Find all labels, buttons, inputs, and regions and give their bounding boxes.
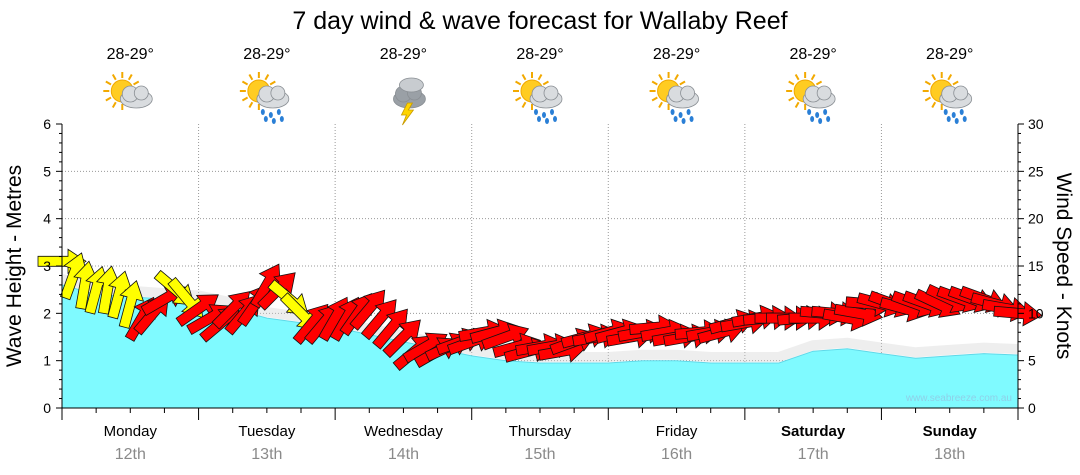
daily-forecast-row: 28-29° 28-29° 28-29° 28-29° 28-29° 28-29° 28-2… bbox=[103, 46, 973, 126]
right-tick-label: 10 bbox=[1028, 305, 1044, 321]
credit-text: www.seabreeze.com.au bbox=[905, 393, 1012, 404]
day-temperature: 28-29° bbox=[789, 46, 836, 63]
thunderstorm-icon bbox=[393, 77, 426, 126]
day-name-label: Saturday bbox=[781, 423, 846, 440]
wind-arrow bbox=[118, 280, 145, 329]
right-axis-ticks: 0 5 10 15 20 25 30 bbox=[1018, 116, 1044, 416]
right-tick-label: 20 bbox=[1028, 211, 1044, 227]
day-temperature: 28-29° bbox=[380, 46, 427, 63]
day-name-label: Sunday bbox=[923, 423, 978, 440]
wind-arrow bbox=[73, 260, 99, 310]
day-name-label: Monday bbox=[104, 423, 158, 440]
left-tick-label: 5 bbox=[43, 163, 51, 179]
left-tick-label: 6 bbox=[43, 116, 51, 132]
left-axis-ticks: 0 1 2 3 4 5 6 bbox=[43, 116, 62, 416]
day-date-label: 17th bbox=[798, 446, 829, 463]
day-name-label: Friday bbox=[656, 423, 698, 440]
left-axis-label: Wave Height - Metres bbox=[3, 165, 26, 367]
day-name-label: Thursday bbox=[509, 423, 572, 440]
partly-cloudy-icon bbox=[103, 72, 153, 110]
x-axis-labels: Monday 12th Tuesday 13th Wednesday 14th Thursd… bbox=[61, 408, 1019, 463]
day-date-label: 13th bbox=[251, 446, 282, 463]
left-tick-label: 4 bbox=[43, 211, 51, 227]
day-name-label: Wednesday bbox=[364, 423, 443, 440]
left-tick-label: 0 bbox=[43, 400, 51, 416]
right-tick-label: 25 bbox=[1028, 163, 1044, 179]
right-tick-label: 5 bbox=[1028, 353, 1036, 369]
day-name-label: Tuesday bbox=[238, 423, 295, 440]
wind-arrow bbox=[349, 289, 386, 331]
partly-cloudy-showers-icon bbox=[513, 72, 563, 124]
day-date-label: 14th bbox=[388, 446, 419, 463]
day-date-label: 15th bbox=[524, 446, 555, 463]
chart-title: 7 day wind & wave forecast for Wallaby R… bbox=[292, 7, 787, 35]
day-temperature: 28-29° bbox=[243, 46, 290, 63]
left-tick-label: 3 bbox=[43, 258, 51, 274]
day-date-label: 12th bbox=[115, 446, 146, 463]
day-temperature: 28-29° bbox=[107, 46, 154, 63]
wind-arrow bbox=[372, 308, 408, 350]
right-tick-label: 15 bbox=[1028, 258, 1044, 274]
right-tick-label: 30 bbox=[1028, 116, 1044, 132]
left-tick-label: 2 bbox=[43, 305, 51, 321]
right-axis-label: Wind Speed - Knots bbox=[1052, 173, 1075, 360]
partly-cloudy-showers-icon bbox=[786, 72, 836, 124]
day-temperature: 28-29° bbox=[926, 46, 973, 63]
day-date-label: 16th bbox=[661, 446, 692, 463]
day-date-label: 18th bbox=[934, 446, 965, 463]
right-tick-label: 0 bbox=[1028, 400, 1036, 416]
partly-cloudy-showers-icon bbox=[922, 72, 973, 124]
partly-cloudy-showers-icon bbox=[239, 72, 290, 124]
wind-arrow bbox=[59, 252, 88, 301]
day-temperature: 28-29° bbox=[653, 46, 700, 63]
day-temperature: 28-29° bbox=[516, 46, 563, 63]
left-tick-label: 1 bbox=[43, 353, 51, 369]
partly-cloudy-showers-icon bbox=[649, 72, 699, 124]
wind-arrow bbox=[95, 265, 122, 315]
wind-arrow bbox=[382, 319, 421, 359]
wind-arrows bbox=[37, 248, 1043, 372]
wind-arrow bbox=[360, 299, 397, 341]
